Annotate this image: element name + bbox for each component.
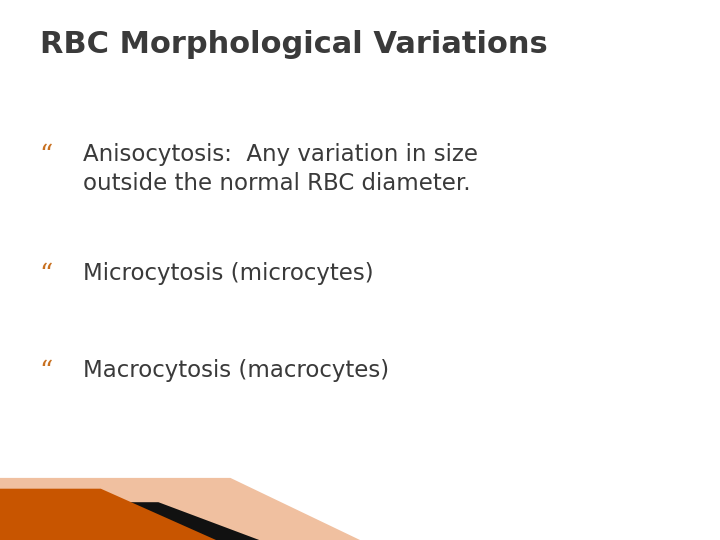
Polygon shape: [0, 489, 216, 540]
Text: Microcytosis (microcytes): Microcytosis (microcytes): [83, 262, 374, 285]
Polygon shape: [0, 502, 259, 540]
Text: RBC Morphological Variations: RBC Morphological Variations: [40, 30, 547, 59]
Polygon shape: [0, 478, 360, 540]
Text: “: “: [40, 359, 53, 384]
Text: Anisocytosis:  Any variation in size
outside the normal RBC diameter.: Anisocytosis: Any variation in size outs…: [83, 143, 478, 195]
Text: “: “: [40, 262, 53, 287]
Text: Macrocytosis (macrocytes): Macrocytosis (macrocytes): [83, 359, 389, 382]
Text: “: “: [40, 143, 53, 168]
